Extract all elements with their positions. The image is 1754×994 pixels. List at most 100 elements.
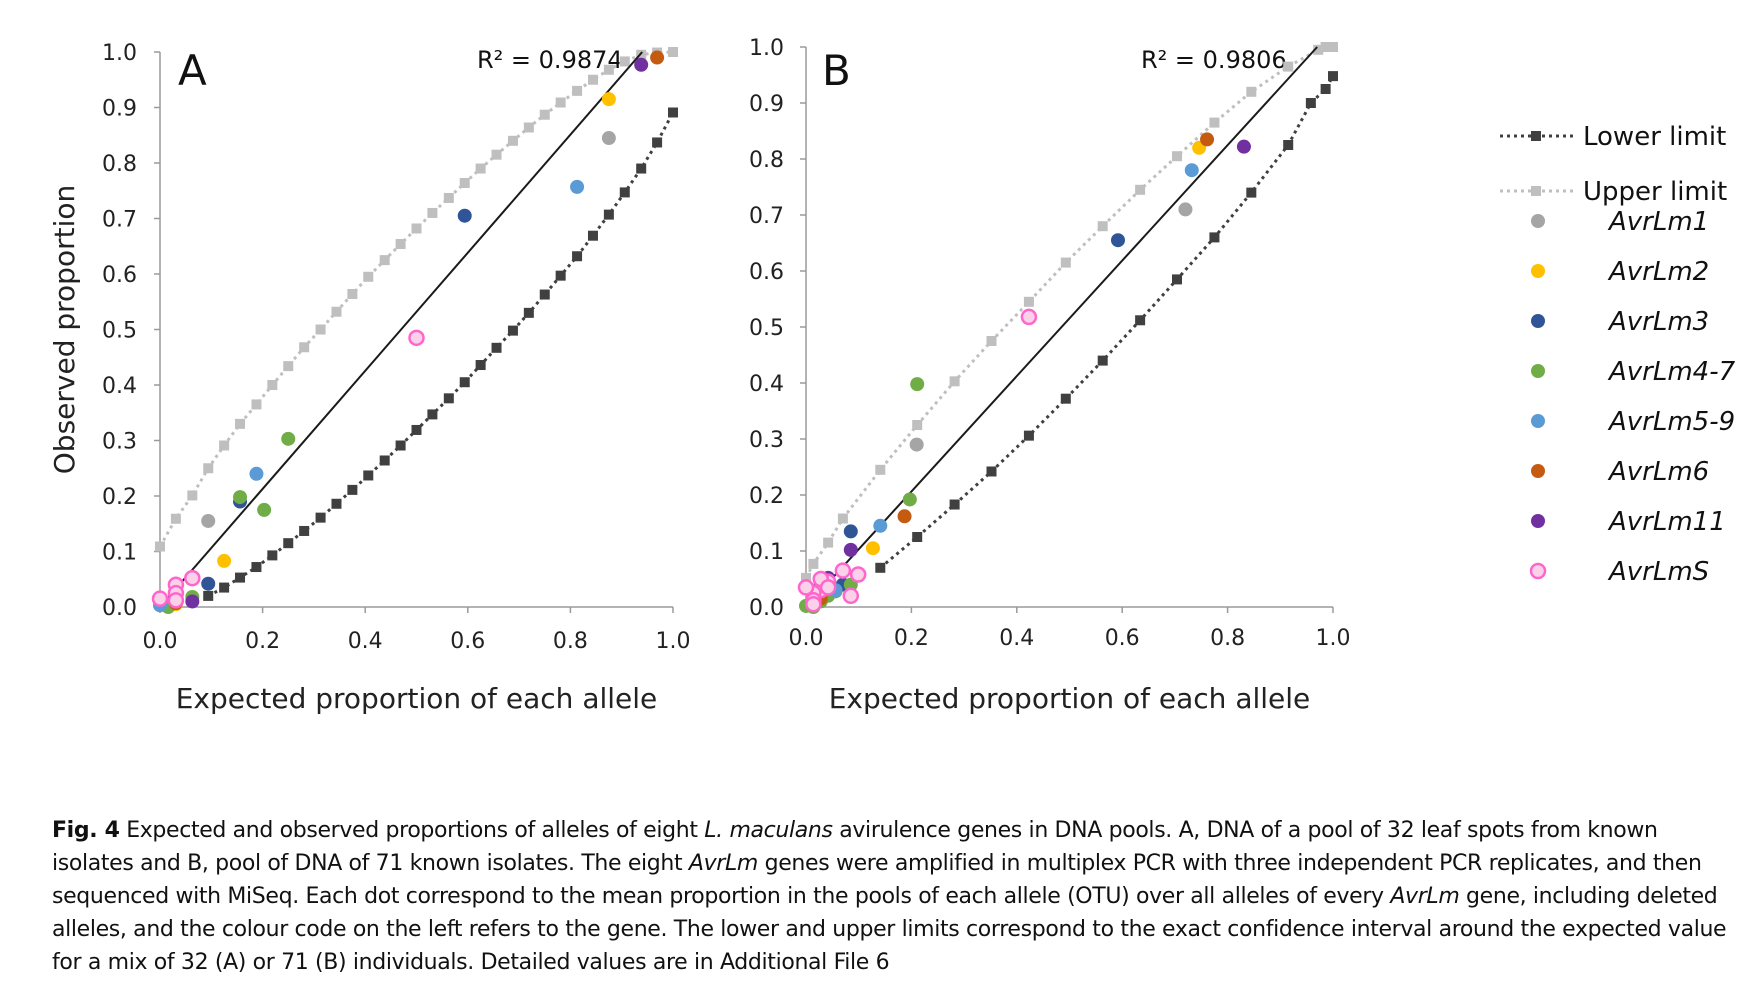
lower-limit-marker-a bbox=[395, 440, 406, 451]
lower-limit-marker-a bbox=[443, 393, 454, 404]
x-tick-label-b: 0.4 bbox=[999, 626, 1034, 651]
legend-marker-avrlm4-7 bbox=[1531, 364, 1545, 378]
y-tick-label-a: 0.6 bbox=[102, 263, 137, 288]
caption-text-1: Expected and observed proportions of all… bbox=[119, 818, 705, 843]
y-tick-label-a: 0.5 bbox=[102, 319, 137, 344]
lower-limit-marker-a bbox=[603, 209, 614, 220]
legend-marker-avrlm2 bbox=[1531, 264, 1545, 278]
legend-marker-avrlm5-9 bbox=[1531, 414, 1545, 428]
point-avrlm11-a bbox=[634, 57, 649, 72]
upper-limit-marker-a bbox=[315, 324, 326, 335]
lower-limit-marker-b bbox=[1209, 232, 1220, 243]
lower-limit-marker-b bbox=[912, 532, 923, 542]
upper-limit-marker-a bbox=[235, 418, 246, 429]
point-avrlm1-b bbox=[909, 437, 924, 452]
lower-limit-marker-a bbox=[315, 512, 326, 523]
y-tick-label-a: 1.0 bbox=[102, 41, 137, 66]
legend-label-avrlm2: AvrLm2 bbox=[1607, 257, 1709, 287]
upper-limit-marker-b bbox=[1135, 184, 1146, 195]
y-tick-label-b: 1.0 bbox=[749, 36, 784, 61]
caption-text-2: avirulence genes in DNA pools. A, DNA of… bbox=[52, 818, 1658, 876]
y-tick-label-b: 0.0 bbox=[749, 596, 784, 621]
point-avrlm1-a bbox=[201, 513, 216, 528]
lower-limit-marker-a bbox=[251, 562, 262, 573]
lower-limit-marker-a bbox=[267, 550, 278, 561]
point-avrlm5-9-b bbox=[1184, 163, 1199, 178]
lower-limit-marker-a bbox=[555, 270, 566, 281]
x-tick-label-a: 0.6 bbox=[450, 629, 485, 654]
upper-limit-marker-a bbox=[331, 306, 342, 317]
lower-limit-line-a bbox=[207, 111, 675, 598]
r-squared-label-b: R² = 0.9806 bbox=[1141, 46, 1287, 74]
lower-limit-marker-a bbox=[379, 455, 390, 466]
legend-upper-limit: Upper limit bbox=[1500, 177, 1727, 207]
legend-lower-marker bbox=[1531, 131, 1541, 141]
point-avrlm4-7-b bbox=[910, 377, 925, 392]
y-tick-label-a: 0.2 bbox=[102, 485, 137, 510]
lower-limit-marker-b bbox=[949, 499, 960, 510]
x-tick-label-a: 0.4 bbox=[348, 629, 383, 654]
point-avrlm6-a bbox=[650, 50, 665, 65]
figure-caption: Fig. 4 Expected and observed proportions… bbox=[52, 814, 1732, 979]
point-avrlm3-a bbox=[201, 576, 216, 591]
point-avrlm2-b bbox=[865, 541, 880, 556]
point-avrlms-b bbox=[1020, 308, 1038, 326]
lower-limit-marker-b bbox=[1283, 140, 1294, 150]
panel-b: 0.0 0.1 0.2 0.3 0.4 0.5 0.6 0.7 0.8 0.9 1.0 0.0 0.2 0… bbox=[749, 36, 1351, 715]
point-avrlm2-a bbox=[217, 553, 232, 568]
legend-label-avrlm6: AvrLm6 bbox=[1607, 457, 1709, 487]
upper-limit-marker-b bbox=[875, 464, 886, 475]
upper-limit-marker-a bbox=[555, 97, 566, 108]
point-avrlms-b bbox=[842, 587, 860, 605]
lower-limit-marker-a bbox=[283, 538, 294, 549]
legend-marker-avrlm1 bbox=[1531, 214, 1545, 228]
legend-label-avrlm4-7: AvrLm4-7 bbox=[1607, 357, 1736, 387]
upper-limit-marker-b bbox=[1320, 42, 1331, 52]
lower-limit-marker-b bbox=[1097, 355, 1108, 366]
point-avrlms-a bbox=[151, 590, 169, 607]
legend: Lower limit Upper limit AvrLm1 AvrLm2 AvrL… bbox=[1500, 122, 1736, 587]
upper-limit-marker-a bbox=[379, 255, 390, 266]
lower-limit-marker-b bbox=[1320, 84, 1331, 94]
point-avrlms-a bbox=[184, 569, 201, 587]
lower-limit-marker-a bbox=[299, 525, 310, 536]
x-axis-title-b: Expected proportion of each allele bbox=[829, 682, 1311, 715]
x-tick-label-b: 1.0 bbox=[1316, 626, 1351, 651]
point-avrlm4-7-a bbox=[281, 431, 296, 446]
upper-limit-marker-a bbox=[572, 85, 583, 96]
upper-limit-marker-b bbox=[1060, 257, 1071, 268]
upper-limit-marker-b bbox=[1023, 296, 1034, 307]
point-avrlms-a bbox=[167, 592, 185, 609]
upper-limit-marker-a bbox=[427, 207, 438, 218]
lower-limit-marker-a bbox=[572, 251, 583, 262]
lower-limit-marker-a bbox=[539, 289, 550, 300]
legend-label-avrlms: AvrLmS bbox=[1607, 557, 1709, 587]
point-avrlms-b bbox=[805, 595, 822, 613]
upper-limit-marker-a bbox=[299, 342, 310, 353]
upper-limit-line-a bbox=[158, 50, 674, 548]
upper-limit-marker-b bbox=[1209, 117, 1220, 128]
panel-letter-a: A bbox=[178, 46, 207, 95]
y-tick-label-a: 0.7 bbox=[102, 208, 137, 233]
y-tick-label-a: 0.1 bbox=[102, 541, 137, 566]
point-avrlms-b bbox=[819, 579, 837, 596]
x-tick-label-b: 0.6 bbox=[1105, 626, 1140, 651]
lower-limit-marker-a bbox=[652, 137, 663, 148]
upper-limit-marker-b bbox=[1172, 151, 1183, 162]
legend-marker-avrlm6 bbox=[1531, 464, 1545, 478]
point-avrlms-b bbox=[834, 562, 852, 579]
legend-label-avrlm1: AvrLm1 bbox=[1607, 207, 1709, 237]
y-tick-label-b: 0.6 bbox=[749, 260, 784, 285]
y-tick-label-a: 0.0 bbox=[102, 596, 137, 621]
legend-marker-avrlms bbox=[1529, 562, 1547, 580]
point-avrlm11-b bbox=[1236, 139, 1251, 154]
x-tick-label-b: 0.0 bbox=[789, 626, 824, 651]
upper-limit-marker-a bbox=[251, 399, 262, 410]
upper-limit-marker-b bbox=[949, 376, 960, 387]
upper-limit-marker-b bbox=[837, 513, 848, 524]
x-tick-label-a: 0.8 bbox=[553, 629, 588, 654]
point-avrlm3-a bbox=[457, 208, 472, 223]
point-avrlms-b bbox=[849, 566, 867, 583]
lower-limit-marker-a bbox=[668, 107, 678, 118]
legend-lower-limit: Lower limit bbox=[1500, 122, 1726, 152]
